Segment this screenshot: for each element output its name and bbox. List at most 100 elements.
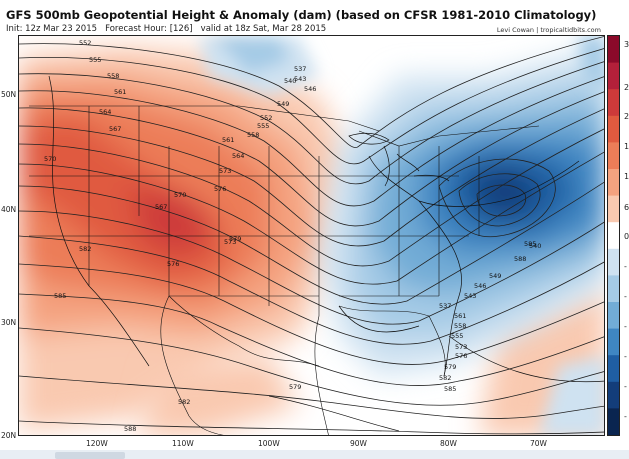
colorbar-gradient <box>608 36 619 436</box>
colorbar-label: 0 <box>624 232 629 241</box>
contour-label: 552 <box>260 114 272 122</box>
colorbar-swatch <box>608 36 619 64</box>
lon-label-70w: 70W <box>530 439 547 448</box>
contour-label: 576 <box>214 185 226 193</box>
colorbar-label: 6 <box>624 203 629 212</box>
colorbar-label: - <box>624 322 627 331</box>
height-contours <box>19 36 604 435</box>
browser-bottom-bar <box>0 450 629 459</box>
init-time: Init: 12z Mar 23 2015 <box>6 24 98 34</box>
contour-label: 549 <box>277 100 289 108</box>
positive-anomaly-shading <box>19 46 349 431</box>
colorbar-label: - <box>624 382 627 391</box>
contour-label: 579 <box>229 235 241 243</box>
contour-label: 576 <box>167 260 179 268</box>
colorbar-label: 1 <box>624 172 629 181</box>
contour-label: 564 <box>232 152 244 160</box>
colorbar-label: 3 <box>624 40 629 49</box>
colorbar-swatch <box>608 89 619 117</box>
valid-time: valid at 18z Sat, Mar 28 2015 <box>200 24 327 34</box>
colorbar-swatch <box>608 355 619 383</box>
contour-label: 540 <box>284 77 296 85</box>
contour-label: 582 <box>178 398 190 406</box>
contour-label: 582 <box>439 374 451 382</box>
contour-label: 543 <box>464 292 476 300</box>
contour-label: 573 <box>455 343 467 351</box>
contour-label: 576 <box>455 352 467 360</box>
colorbar-swatch <box>608 328 619 356</box>
lon-label-100w: 100W <box>258 439 280 448</box>
contour-label: 561 <box>114 88 126 96</box>
coastlines <box>48 75 604 432</box>
contour-label: 585 <box>524 240 536 248</box>
contour-label: 573 <box>224 238 236 246</box>
contour-label: 546 <box>474 282 486 290</box>
contour-label: 558 <box>107 72 119 80</box>
lon-label-80w: 80W <box>440 439 457 448</box>
political-boundaries <box>29 105 540 435</box>
lat-label-40n: 40N <box>1 205 17 214</box>
lat-label-30n: 30N <box>1 318 17 327</box>
contour-label: 561 <box>454 312 466 320</box>
lat-label-50n: 50N <box>1 90 17 99</box>
colorbar-swatch <box>608 222 619 250</box>
lat-label-20n: 20N <box>1 431 17 440</box>
contour-label: 582 <box>79 245 91 253</box>
contour-label: 573 <box>219 167 231 175</box>
contour-label: 585 <box>444 385 456 393</box>
contour-label: 567 <box>155 203 167 211</box>
contour-label: 567 <box>109 125 121 133</box>
colorbar-swatch <box>608 302 619 330</box>
colorbar-swatch <box>608 275 619 303</box>
contour-label: 570 <box>44 155 56 163</box>
map-subtitle: Init: 12z Mar 23 2015 Forecast Hour: [12… <box>6 24 326 34</box>
colorbar-swatch <box>608 169 619 197</box>
contour-label: 552 <box>79 39 91 47</box>
lon-label-90w: 90W <box>350 439 367 448</box>
colorbar-swatches <box>608 36 619 436</box>
browser-bottom-tab[interactable] <box>55 452 125 459</box>
colorbar-swatch <box>608 115 619 143</box>
contour-label: 558 <box>454 322 466 330</box>
colorbar-label: 2 <box>624 83 629 92</box>
contour-label: 555 <box>257 122 269 130</box>
colorbar-label: - <box>624 352 627 361</box>
contour-label: 540 <box>529 242 541 250</box>
forecast-hour: Forecast Hour: [126] <box>105 24 193 34</box>
colorbar-label: - <box>624 412 627 421</box>
lon-label-110w: 110W <box>172 439 194 448</box>
negative-anomaly-shading <box>319 46 604 376</box>
contour-label: 570 <box>174 191 186 199</box>
contour-label: 537 <box>294 65 306 73</box>
colorbar-label: 2 <box>624 112 629 121</box>
colorbar-label: 1 <box>624 142 629 151</box>
contour-label: 549 <box>489 272 501 280</box>
contour-label-group: 552 555 558 561 564 567 570 573 576 579 … <box>44 39 541 433</box>
colorbar-swatch <box>608 195 619 223</box>
contour-label: 579 <box>444 363 456 371</box>
colorbar-swatch <box>608 381 619 409</box>
anomaly-map: 552 555 558 561 564 567 570 573 576 579 … <box>18 35 605 436</box>
colorbar-label: - <box>624 262 627 271</box>
credit-text: Levi Cowan | tropicaltidbits.com <box>496 26 601 34</box>
colorbar-swatch <box>608 248 619 276</box>
colorbar-swatch <box>608 408 619 436</box>
colorbar-swatch <box>608 62 619 90</box>
contour-label: 558 <box>247 131 259 139</box>
contour-label: 561 <box>222 136 234 144</box>
contour-label: 585 <box>54 292 66 300</box>
lon-label-120w: 120W <box>86 439 108 448</box>
contour-label: 546 <box>304 85 316 93</box>
colorbar-swatch <box>608 142 619 170</box>
contour-label: 588 <box>514 255 526 263</box>
contour-label: 555 <box>451 332 463 340</box>
contour-label: 555 <box>89 56 101 64</box>
map-title: GFS 500mb Geopotential Height & Anomaly … <box>6 8 597 22</box>
contour-label: 564 <box>99 108 111 116</box>
colorbar-label: - <box>624 292 627 301</box>
map-canvas: 552 555 558 561 564 567 570 573 576 579 … <box>19 36 604 435</box>
contour-label: 579 <box>289 383 301 391</box>
trough-contours <box>438 158 556 238</box>
contour-label: 537 <box>439 302 451 310</box>
great-lakes <box>348 132 450 187</box>
